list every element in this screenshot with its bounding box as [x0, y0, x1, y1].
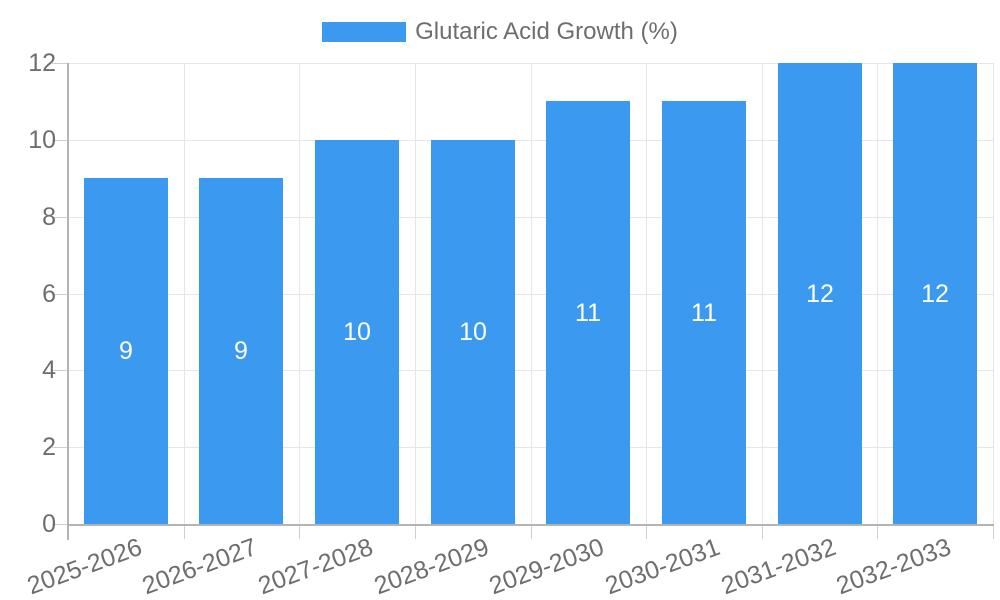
bar-value-label: 10	[459, 318, 487, 346]
y-tick	[52, 140, 68, 141]
x-axis-label: 2029-2030	[485, 533, 608, 600]
gridline-x	[877, 63, 878, 524]
gridline-y	[68, 140, 993, 141]
gridline-x	[299, 63, 300, 524]
y-axis-label: 2	[42, 433, 56, 461]
gridline-y	[68, 217, 993, 218]
bar	[199, 178, 283, 524]
x-axis-label: 2026-2027	[138, 533, 261, 600]
x-tick	[299, 524, 300, 539]
legend-label: Glutaric Acid Growth (%)	[415, 18, 678, 45]
y-axis-label: 10	[28, 126, 56, 154]
gridline-y	[68, 447, 993, 448]
bar-value-label: 10	[343, 318, 371, 346]
bar-value-label: 9	[119, 337, 133, 365]
bar-value-label: 11	[691, 299, 717, 327]
y-axis-line	[67, 63, 69, 540]
y-tick	[52, 63, 68, 64]
gridline-x	[531, 63, 532, 524]
y-tick	[52, 370, 68, 371]
gridline-x	[415, 63, 416, 524]
x-tick	[184, 524, 185, 539]
gridline-y	[68, 370, 993, 371]
x-axis-line	[67, 524, 994, 526]
bar	[315, 140, 399, 524]
x-tick	[993, 524, 994, 539]
x-tick	[646, 524, 647, 539]
bar	[431, 140, 515, 524]
x-tick	[531, 524, 532, 539]
x-axis-label: 2025-2026	[23, 533, 146, 600]
bar	[893, 63, 977, 524]
y-tick	[52, 217, 68, 218]
bar-value-label: 12	[806, 280, 834, 308]
bar	[662, 101, 746, 524]
gridline-x	[993, 63, 994, 524]
bar	[84, 178, 168, 524]
gridline-y	[68, 294, 993, 295]
x-axis-label: 2028-2029	[370, 533, 493, 600]
y-axis-label: 4	[42, 356, 56, 384]
y-axis-label: 0	[42, 510, 56, 538]
y-tick	[52, 447, 68, 448]
x-tick	[877, 524, 878, 539]
x-tick	[415, 524, 416, 539]
y-tick	[52, 524, 68, 525]
x-axis-label: 2032-2033	[832, 533, 955, 600]
x-tick	[762, 524, 763, 539]
y-tick	[52, 294, 68, 295]
gridline-y	[68, 63, 993, 64]
x-axis-label: 2030-2031	[601, 533, 724, 600]
legend[interactable]: Glutaric Acid Growth (%)	[0, 18, 1000, 45]
y-axis-label: 8	[42, 203, 56, 231]
gridline-x	[646, 63, 647, 524]
x-axis-label: 2027-2028	[254, 533, 377, 600]
legend-swatch	[322, 22, 407, 42]
y-axis-label: 6	[42, 280, 56, 308]
x-axis-label: 2031-2032	[717, 533, 840, 600]
gridline-x	[762, 63, 763, 524]
bar	[778, 63, 862, 524]
bar-value-label: 12	[921, 280, 949, 308]
bar-value-label: 11	[575, 299, 601, 327]
gridline-x	[184, 63, 185, 524]
bar-value-label: 9	[234, 337, 248, 365]
y-axis-label: 12	[28, 49, 56, 77]
bar	[546, 101, 630, 524]
